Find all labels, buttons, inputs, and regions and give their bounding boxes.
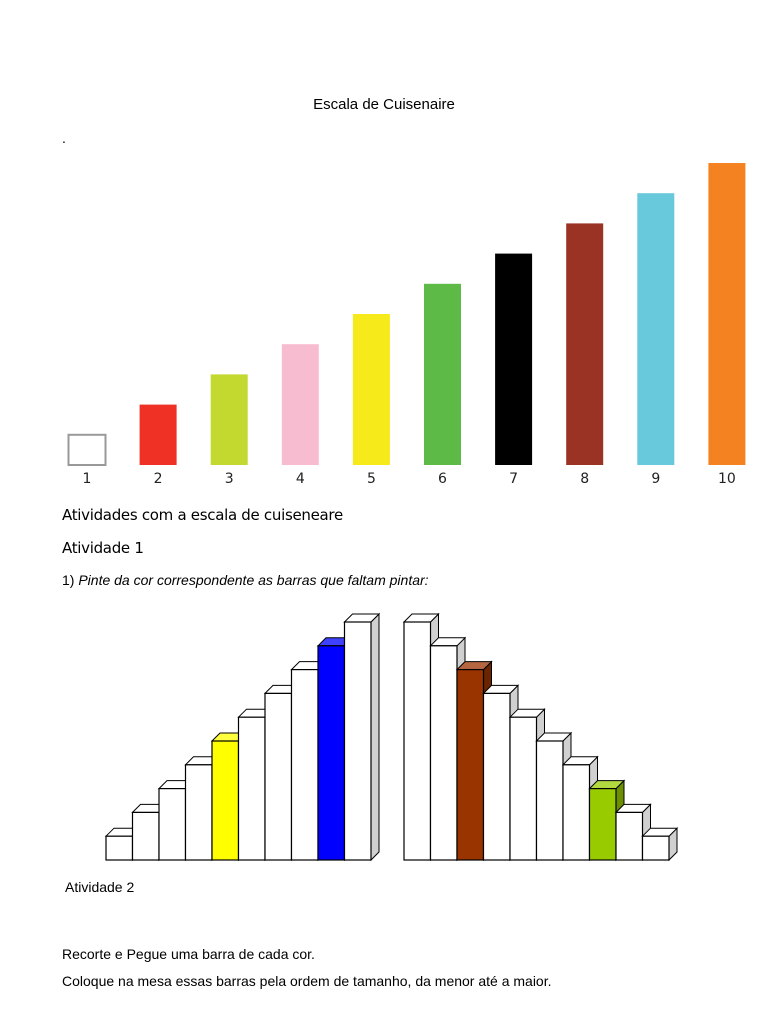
bar-front [482,692,511,861]
bar-front [158,787,187,861]
bar-front [105,835,134,861]
instruction-text: Pinte da cor correspondente as barras qu… [78,572,429,588]
scale-bar-4 [281,344,319,465]
cuisenaire-scale-chart: 1 2 3 4 5 6 7 8 9 10 [67,163,746,487]
right-stair-bar-1 [641,826,679,862]
bar-front [343,621,372,861]
dot-text: . [62,130,66,146]
tick-label-1: 1 [83,471,92,487]
left-stair-bar-10 [343,612,381,862]
bar-front [317,645,346,861]
question-number: 1) [62,572,75,588]
bar-front [237,716,266,861]
activity-2-heading: Atividade 2 [65,879,135,895]
bar-front [429,645,458,861]
scale-bar-3 [210,374,248,465]
tick-label-10: 10 [718,471,736,487]
bar-front [641,835,670,861]
bar-front [290,668,319,861]
tick-label-3: 3 [225,471,234,487]
tick-label-9: 9 [651,471,660,487]
bar-front [211,740,240,861]
activity-1-heading: Atividade 1 [62,539,144,557]
scale-bar-10 [708,163,746,465]
bar-front [535,740,564,861]
tick-label-4: 4 [296,471,305,487]
scale-bar-5 [352,314,390,465]
tick-label-7: 7 [509,471,518,487]
scale-bar-2 [139,404,177,465]
scale-bar-8 [566,223,604,465]
bar-front [509,716,538,861]
activity-2-line-1: Recorte e Pegue uma barra de cada cor. [62,946,315,962]
scale-bar-9 [637,193,675,465]
tick-label-2: 2 [154,471,163,487]
bar-front [588,787,617,861]
bar-front [264,692,293,861]
scale-bar-7 [495,253,533,465]
activity-1-instruction: 1) Pinte da cor correspondente as barras… [62,572,429,588]
right-stair-bar-2 [614,803,652,862]
tick-label-8: 8 [580,471,589,487]
bar-front [562,764,591,861]
scale-bar-6 [424,283,461,465]
section-heading: Atividades com a escala de cuiseneare [62,506,343,524]
bar-front [615,811,644,861]
bar-side [370,612,380,862]
bar-front [456,668,485,861]
bar-front [403,621,432,861]
bar-front [131,811,160,861]
activity-2-line-2: Coloque na mesa essas barras pela ordem … [62,973,552,989]
bar-front [184,764,213,861]
scale-bar-1 [67,433,107,466]
page-title: Escala de Cuisenaire [313,96,455,113]
tick-label-5: 5 [367,471,376,487]
tick-label-6: 6 [438,471,447,487]
